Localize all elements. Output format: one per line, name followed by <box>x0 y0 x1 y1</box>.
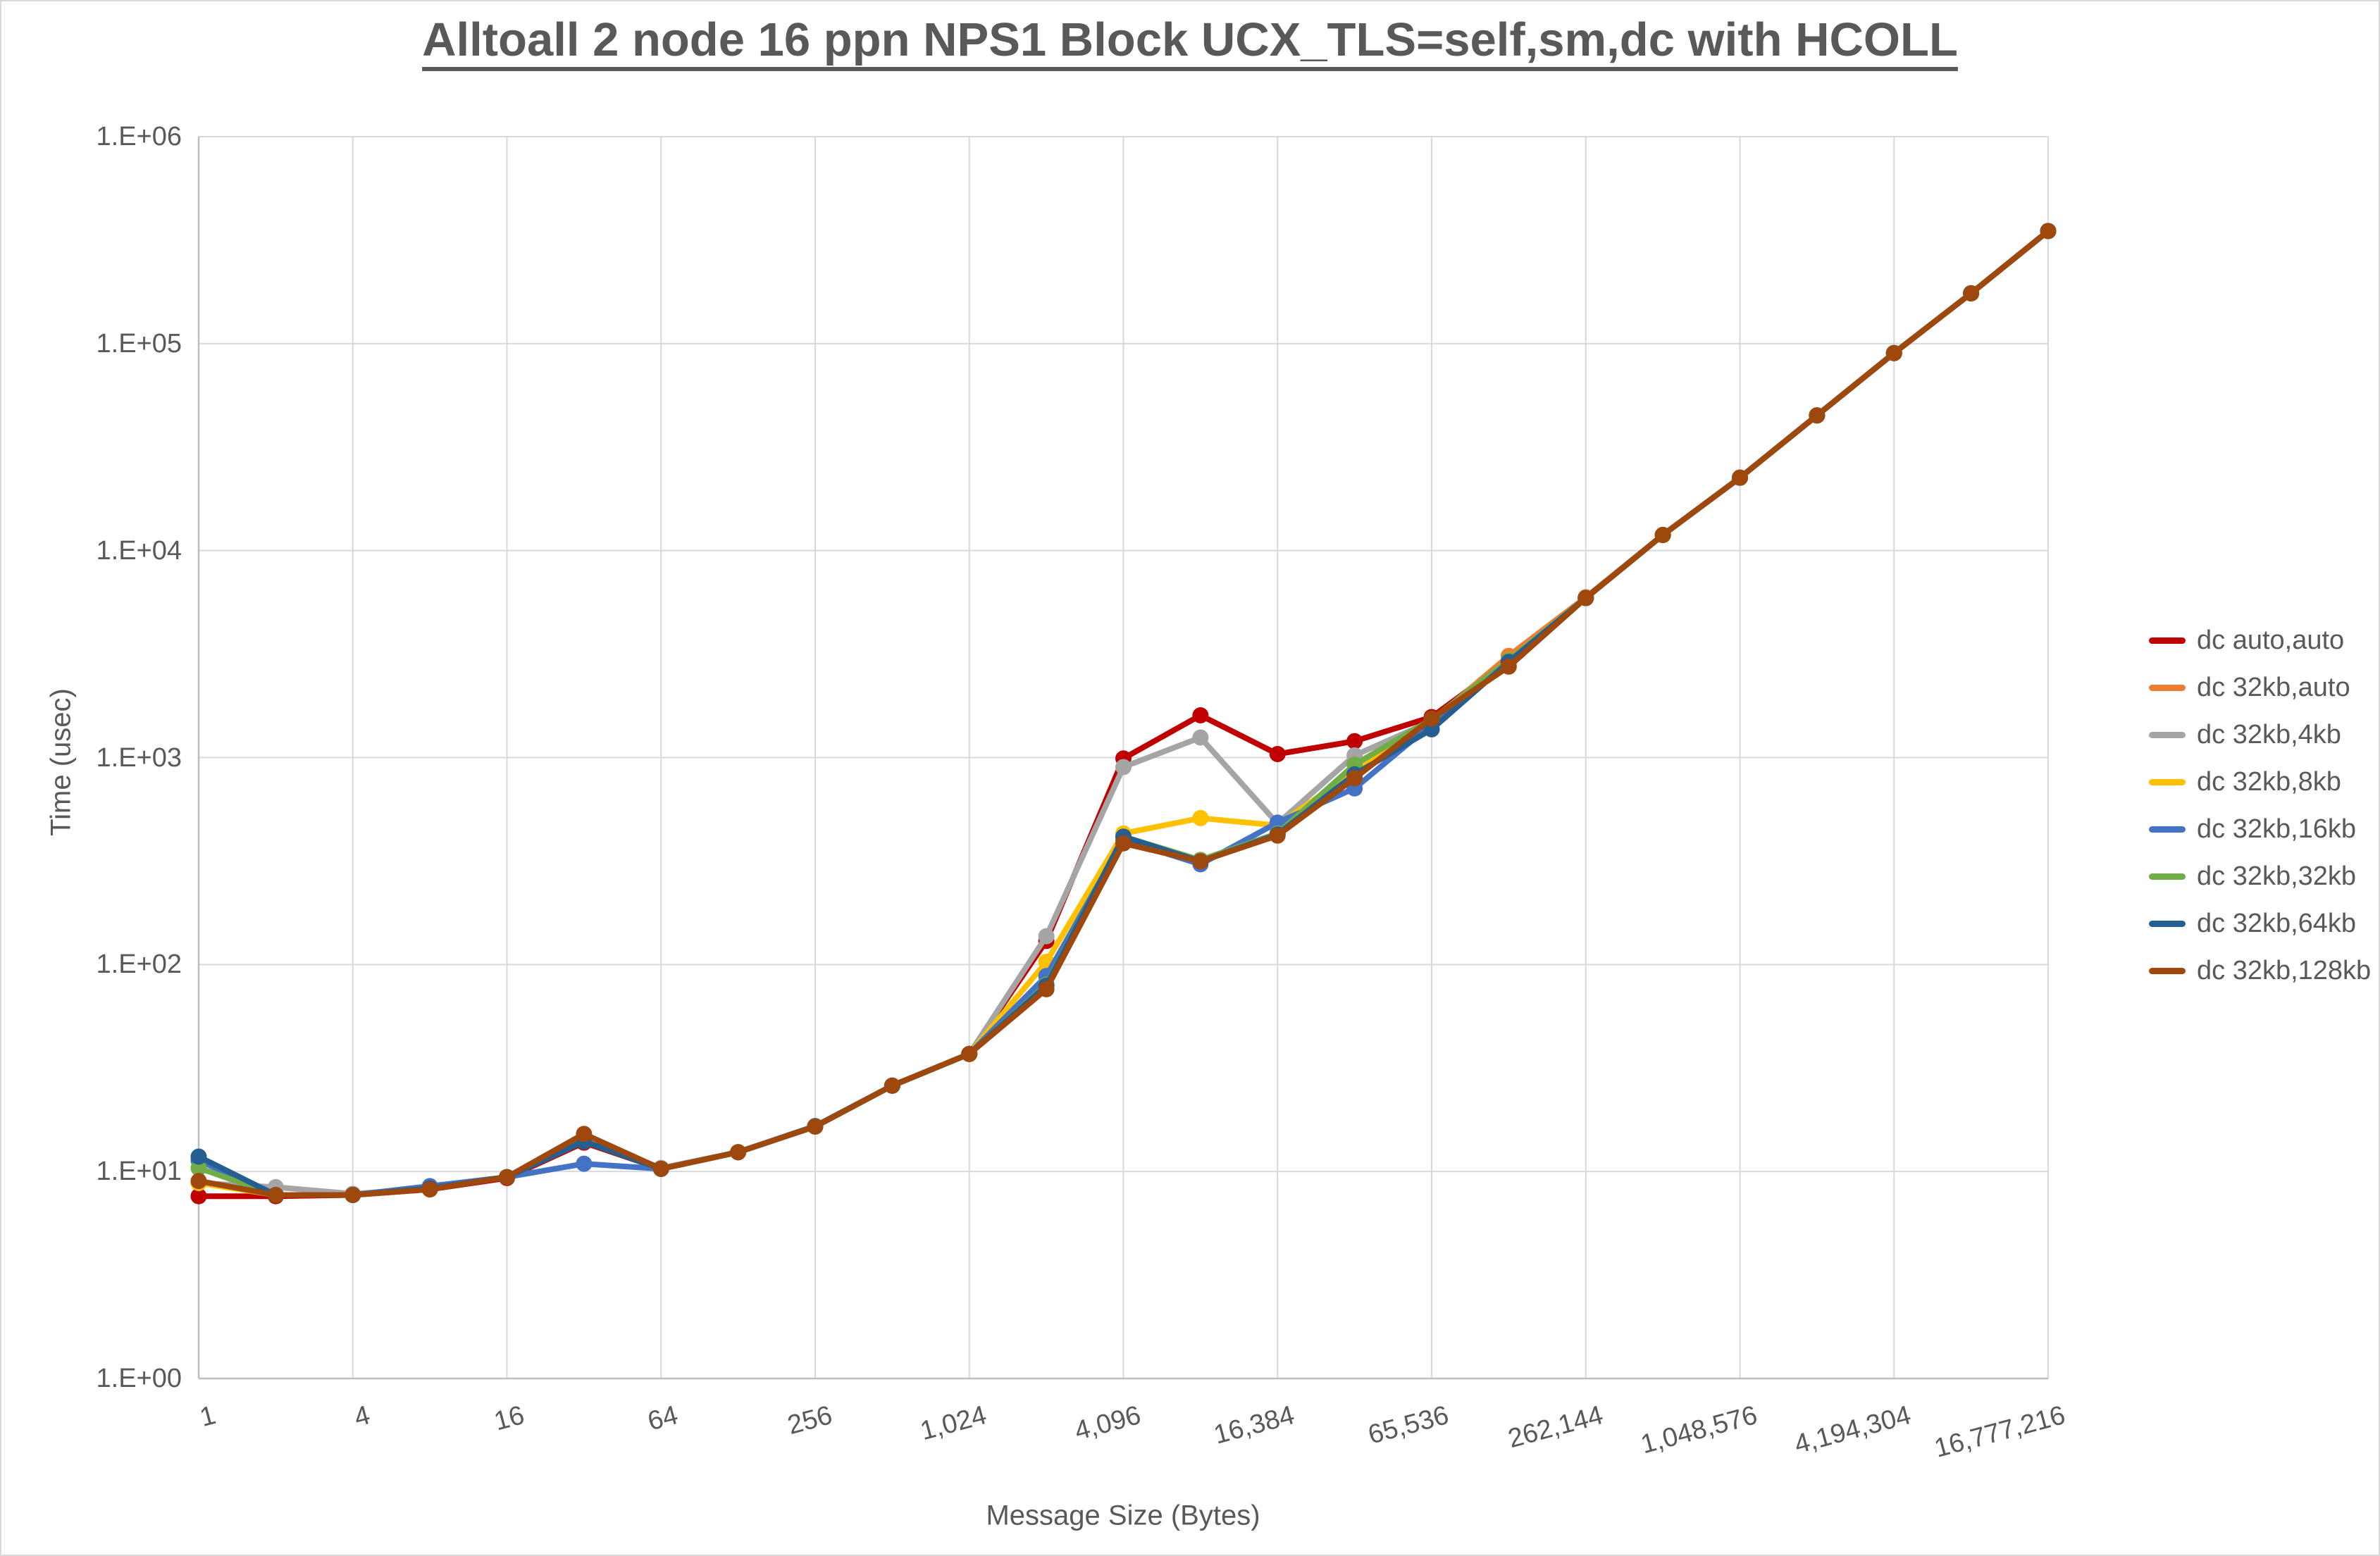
series-marker <box>1346 770 1363 787</box>
legend-item: dc 32kb,32kb <box>2149 853 2371 900</box>
y-tick-label: 1.E+04 <box>96 535 182 566</box>
legend-marker <box>2149 779 2186 785</box>
series-marker <box>1038 928 1055 945</box>
y-tick-label: 1.E+02 <box>96 950 182 980</box>
legend-marker <box>2149 968 2186 974</box>
legend-marker <box>2149 873 2186 880</box>
x-axis-title: Message Size (Bytes) <box>986 1500 1260 1531</box>
series-marker <box>1732 469 1748 486</box>
series-marker <box>884 1077 900 1094</box>
legend-label: dc 32kb,8kb <box>2197 767 2341 797</box>
series-marker <box>2040 223 2057 239</box>
series-marker <box>190 1173 207 1190</box>
series-marker <box>1115 835 1132 852</box>
legend-label: dc 32kb,64kb <box>2197 909 2357 938</box>
series-marker <box>421 1181 438 1197</box>
y-tick-label: 1.E+06 <box>96 122 182 151</box>
series-marker <box>190 1188 207 1205</box>
series-marker <box>1115 759 1132 776</box>
legend-label: dc 32kb,128kb <box>2197 956 2372 985</box>
series-marker <box>1346 733 1363 749</box>
y-tick-label: 1.E+01 <box>96 1157 182 1187</box>
legend-item: dc 32kb,16kb <box>2149 806 2371 853</box>
series-marker <box>730 1144 747 1161</box>
legend-item: dc 32kb,4kb <box>2149 711 2371 759</box>
series-marker <box>267 1187 284 1204</box>
legend-marker <box>2149 637 2186 644</box>
legend-marker <box>2149 732 2186 738</box>
series-marker <box>1038 981 1055 997</box>
y-tick-label: 1.E+00 <box>96 1364 182 1393</box>
series-marker <box>652 1160 669 1177</box>
y-axis-title: Time (usec) <box>45 688 77 836</box>
series-marker <box>1192 729 1209 746</box>
series-marker <box>1654 526 1671 543</box>
series-marker <box>190 1159 207 1176</box>
series-marker <box>807 1118 824 1135</box>
series-marker <box>1885 344 1902 361</box>
legend-label: dc 32kb,auto <box>2197 673 2350 702</box>
chart-title: Alltoall 2 node 16 ppn NPS1 Block UCX_TL… <box>422 13 1958 66</box>
series-marker <box>1423 710 1440 727</box>
y-tick-label: 1.E+03 <box>96 742 182 773</box>
legend-marker <box>2149 826 2186 833</box>
legend-marker <box>2149 685 2186 691</box>
legend-item: dc 32kb,128kb <box>2149 947 2371 995</box>
legend-item: dc 32kb,8kb <box>2149 759 2371 806</box>
series-marker <box>190 1148 207 1165</box>
series-marker <box>1963 285 1980 301</box>
y-tick-label: 1.E+05 <box>96 328 182 359</box>
series-marker <box>961 1045 978 1062</box>
series-marker <box>1809 407 1826 424</box>
series-marker <box>1269 827 1286 844</box>
series-marker <box>1578 590 1594 606</box>
legend-item: dc 32kb,64kb <box>2149 900 2371 947</box>
legend-item: dc auto,auto <box>2149 617 2371 664</box>
legend-label: dc 32kb,4kb <box>2197 720 2341 749</box>
series-marker <box>1500 658 1517 675</box>
series-marker <box>345 1187 361 1204</box>
legend-label: dc 32kb,32kb <box>2197 861 2357 891</box>
series-marker <box>576 1126 593 1143</box>
legend-item: dc 32kb,auto <box>2149 664 2371 711</box>
legend-marker <box>2149 921 2186 927</box>
legend: dc auto,auto dc 32kb,auto dc 32kb,4kb dc 32… <box>2149 617 2371 995</box>
series-marker <box>1192 809 1209 826</box>
series-marker <box>499 1169 515 1185</box>
series-marker <box>1192 853 1209 870</box>
series-marker <box>576 1155 593 1172</box>
legend-label: dc 32kb,16kb <box>2197 814 2357 844</box>
series-marker <box>1269 745 1286 762</box>
series-marker <box>1192 707 1209 724</box>
legend-label: dc auto,auto <box>2197 625 2345 655</box>
